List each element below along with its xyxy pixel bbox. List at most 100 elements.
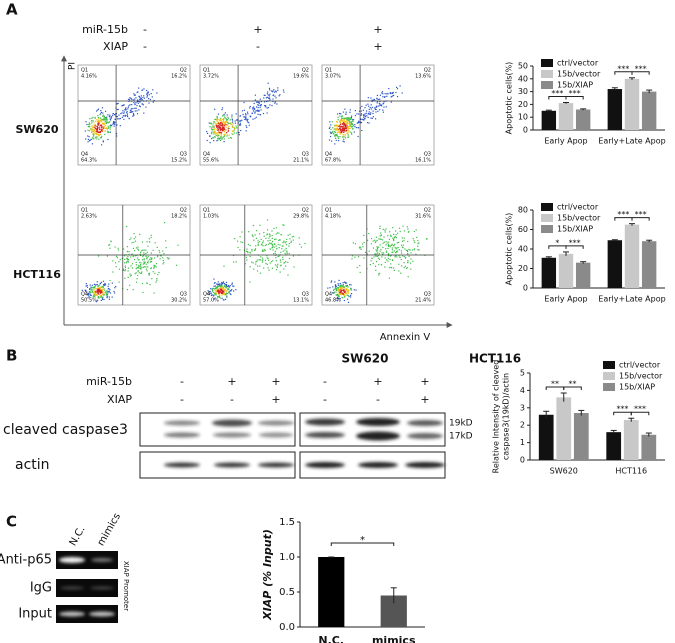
flow-event [95,136,97,138]
flow-event [213,278,215,280]
flow-event [344,296,346,298]
flow-event [257,109,259,111]
flow-event [340,287,342,289]
flow-event [220,285,223,287]
flow-event [97,123,99,125]
flow-event [261,243,263,245]
flow-event [347,117,349,119]
flow-event [141,259,143,261]
flow-event [211,132,213,134]
flow-event [340,286,342,288]
flow-event [275,227,277,229]
bar [607,240,623,288]
flow-event [221,137,223,139]
flow-event [102,115,104,117]
flow-event [222,136,224,138]
flow-event [385,244,387,246]
flow-event [215,128,217,131]
flow-event [134,107,136,109]
flow-event [334,288,336,290]
quadrant-name: Q2 [302,208,309,214]
flow-event [218,289,220,291]
flow-event [225,124,227,126]
flow-event [97,109,99,111]
flow-event [213,295,215,297]
flow-event [140,97,142,99]
flow-event [215,134,217,136]
flow-event [228,125,230,128]
flow-event [304,242,306,245]
flow-event [154,272,156,275]
cell-line-label: HCT116 [469,352,521,366]
flow-event [146,89,148,92]
flow-event [229,290,231,292]
flow-event [394,247,396,249]
flow-event [264,249,266,251]
flow-event [108,296,110,298]
quadrant-percent: 13.1% [293,298,309,304]
flow-event [376,253,378,255]
flow-event [340,130,342,132]
flow-event [350,284,352,286]
flow-event [107,114,109,116]
flow-event [88,296,90,298]
flow-event [211,126,213,128]
flow-event [230,137,233,139]
flow-event [379,94,381,96]
flow-event [214,136,216,138]
flow-event [156,279,158,281]
flow-event [354,256,356,258]
flow-event [89,123,91,125]
quadrant-percent: 55.6% [203,158,219,164]
flow-event [253,239,255,241]
flow-event [359,271,361,273]
quadrant-percent: 4.18% [325,214,341,220]
flow-event [94,286,96,289]
flow-event [98,255,100,257]
flow-event [219,138,221,140]
flow-event [95,287,97,290]
flow-event [381,252,383,254]
flow-event [217,129,219,131]
y-tick-label: 0 [523,126,528,135]
flow-event [259,114,261,116]
flow-event [382,109,384,111]
flow-event [258,110,260,112]
flow-event [213,298,215,300]
flow-event [347,295,350,297]
flow-event [378,258,381,260]
flow-event [406,226,408,228]
flow-event [349,123,351,125]
flow-event [392,245,394,247]
flow-event [385,241,387,243]
flow-event [217,289,219,291]
flow-event [271,235,273,237]
flow-event [349,124,351,127]
flow-event [342,130,344,132]
flow-event [330,132,332,134]
flow-event [352,124,354,126]
flow-event [249,105,251,108]
flow-event [140,95,142,97]
flow-event [337,293,339,295]
flow-event [105,284,107,286]
flow-event [102,122,105,124]
flow-event [139,98,141,101]
flow-event [140,265,142,267]
flow-event [374,239,376,241]
flow-event [211,137,213,140]
flow-event [341,293,343,295]
flow-event [105,122,107,125]
flow-event [148,102,150,104]
flow-event [387,247,389,250]
flow-event [227,116,229,118]
flow-event [145,266,147,268]
flow-event [126,246,128,248]
flow-event [376,102,378,104]
flow-event [265,97,267,99]
flow-event [345,111,347,113]
flow-event [386,242,388,244]
flow-event [220,284,223,286]
flow-event [243,101,245,104]
flow-event [249,244,251,247]
